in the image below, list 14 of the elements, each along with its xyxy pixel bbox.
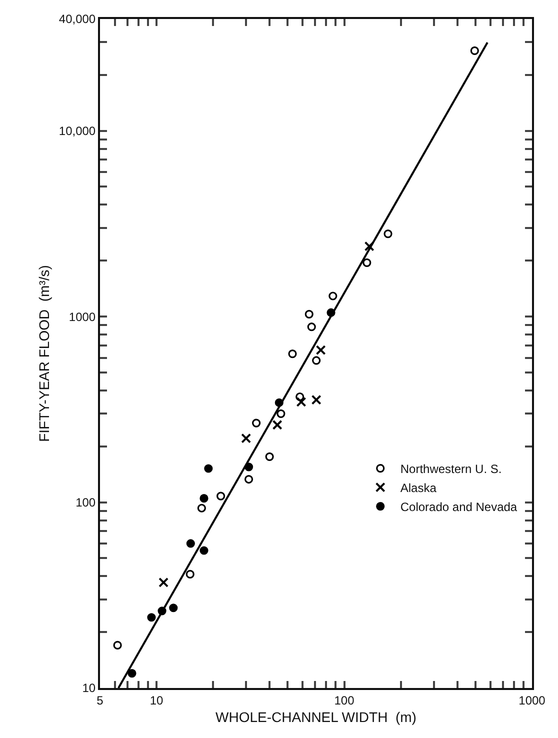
y-tick-label: 100 — [76, 495, 96, 510]
y-axis-title: FIFTY-YEAR FLOOD (m³/s) — [36, 265, 52, 442]
legend-label: Northwestern U. S. — [400, 462, 502, 476]
x-axis-title: WHOLE-CHANNEL WIDTH (m) — [216, 709, 416, 726]
x-tick-label: 5 — [96, 693, 104, 708]
y-tick-label: 10 — [82, 681, 96, 696]
x-tick-label: 100 — [334, 693, 355, 708]
y-tick-label: 40,000 — [58, 12, 96, 26]
y-tick-label: 1000 — [68, 310, 96, 324]
y-tick-label: 10,000 — [58, 124, 96, 138]
legend-label: Alaska — [400, 480, 437, 495]
legend-label: Colorado and Nevada — [400, 500, 518, 514]
x-tick-label: 10 — [150, 693, 164, 708]
x-tick-label: 1000 — [518, 693, 546, 708]
